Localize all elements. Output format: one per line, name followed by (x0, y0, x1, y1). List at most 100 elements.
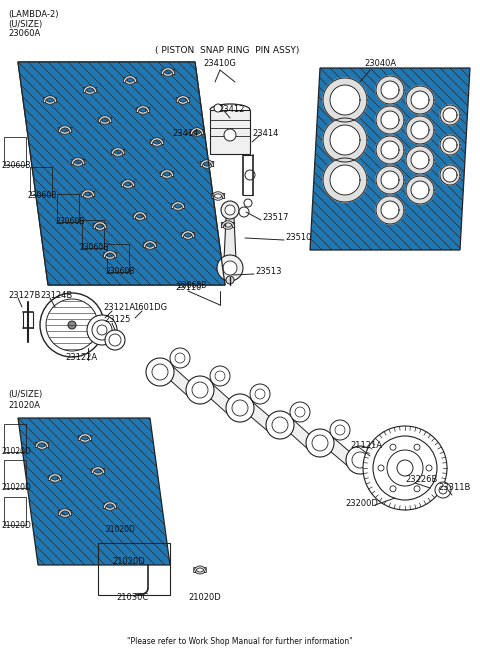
Text: 23410G: 23410G (204, 58, 237, 68)
Circle shape (244, 199, 252, 207)
Polygon shape (81, 192, 95, 198)
Text: 23060B: 23060B (28, 190, 58, 199)
Polygon shape (376, 166, 404, 194)
Text: 23060B: 23060B (80, 243, 109, 253)
Circle shape (312, 435, 328, 451)
Text: (U/SIZE): (U/SIZE) (8, 390, 42, 400)
Text: (LAMBDA-2): (LAMBDA-2) (8, 9, 59, 18)
Circle shape (46, 299, 98, 351)
Polygon shape (136, 108, 150, 114)
Polygon shape (111, 148, 125, 155)
Text: 23110: 23110 (175, 283, 202, 293)
Polygon shape (376, 76, 404, 104)
Circle shape (250, 384, 270, 404)
Circle shape (295, 407, 305, 417)
Text: 23040A: 23040A (364, 58, 396, 68)
Polygon shape (330, 165, 360, 195)
Circle shape (352, 452, 368, 468)
Text: 23510: 23510 (285, 234, 312, 243)
Text: 23121A: 23121A (103, 304, 135, 312)
Circle shape (221, 201, 239, 219)
Text: 23125: 23125 (104, 316, 131, 325)
Circle shape (215, 371, 225, 381)
Polygon shape (440, 165, 460, 185)
Polygon shape (133, 212, 147, 218)
Polygon shape (136, 106, 150, 113)
Polygon shape (58, 126, 72, 133)
Circle shape (175, 353, 185, 363)
Text: 21020D: 21020D (188, 594, 221, 602)
Polygon shape (176, 96, 190, 102)
Polygon shape (81, 190, 95, 197)
Circle shape (92, 320, 112, 340)
Polygon shape (48, 474, 62, 481)
Bar (210, 110, 250, 154)
Polygon shape (18, 62, 225, 285)
Polygon shape (103, 253, 117, 259)
Circle shape (378, 465, 384, 471)
Circle shape (266, 411, 294, 439)
Text: 23060B: 23060B (55, 218, 84, 226)
Text: 21030C: 21030C (116, 594, 148, 602)
Circle shape (414, 486, 420, 492)
Polygon shape (43, 96, 57, 102)
Polygon shape (161, 70, 175, 76)
Polygon shape (78, 434, 92, 441)
Text: 23517: 23517 (262, 213, 288, 222)
Polygon shape (376, 136, 404, 164)
Polygon shape (78, 436, 92, 442)
Polygon shape (221, 221, 235, 228)
Circle shape (152, 364, 168, 380)
Circle shape (390, 486, 396, 492)
Polygon shape (171, 202, 185, 209)
Polygon shape (200, 161, 214, 168)
Text: "Please refer to Work Shop Manual for further information": "Please refer to Work Shop Manual for fu… (127, 638, 353, 647)
Polygon shape (98, 117, 112, 124)
Circle shape (426, 465, 432, 471)
Text: 23060B: 23060B (2, 161, 31, 169)
Polygon shape (323, 118, 367, 162)
Polygon shape (440, 135, 460, 155)
Text: 23200D: 23200D (345, 499, 378, 508)
Polygon shape (91, 468, 105, 475)
Polygon shape (406, 116, 434, 144)
Text: 21020D: 21020D (2, 447, 32, 457)
Circle shape (109, 334, 121, 346)
Polygon shape (133, 213, 147, 220)
Polygon shape (330, 85, 360, 115)
Polygon shape (171, 203, 185, 210)
Polygon shape (406, 86, 434, 114)
Circle shape (387, 450, 423, 486)
Circle shape (255, 389, 265, 399)
Polygon shape (18, 418, 170, 565)
Polygon shape (330, 125, 360, 155)
Bar (4, 460, 26, 488)
Polygon shape (143, 241, 157, 247)
Polygon shape (381, 81, 399, 99)
Polygon shape (411, 151, 429, 169)
Text: 23414: 23414 (252, 129, 278, 138)
Polygon shape (98, 115, 112, 123)
Polygon shape (310, 68, 470, 250)
Circle shape (223, 261, 237, 275)
Polygon shape (58, 510, 72, 517)
Circle shape (105, 330, 125, 350)
Text: 21020D: 21020D (2, 520, 32, 529)
Circle shape (335, 425, 345, 435)
Polygon shape (210, 382, 230, 416)
Polygon shape (250, 400, 270, 433)
Text: 21020A: 21020A (8, 401, 40, 411)
Circle shape (330, 420, 350, 440)
Circle shape (146, 358, 174, 386)
Polygon shape (83, 86, 97, 92)
Circle shape (210, 366, 230, 386)
Polygon shape (443, 138, 457, 152)
Circle shape (397, 460, 413, 476)
Polygon shape (58, 509, 72, 516)
Text: 23124B: 23124B (40, 291, 72, 300)
Circle shape (346, 446, 374, 474)
Circle shape (97, 325, 107, 335)
Polygon shape (211, 192, 225, 199)
Bar (57, 194, 79, 222)
Bar (4, 424, 26, 452)
